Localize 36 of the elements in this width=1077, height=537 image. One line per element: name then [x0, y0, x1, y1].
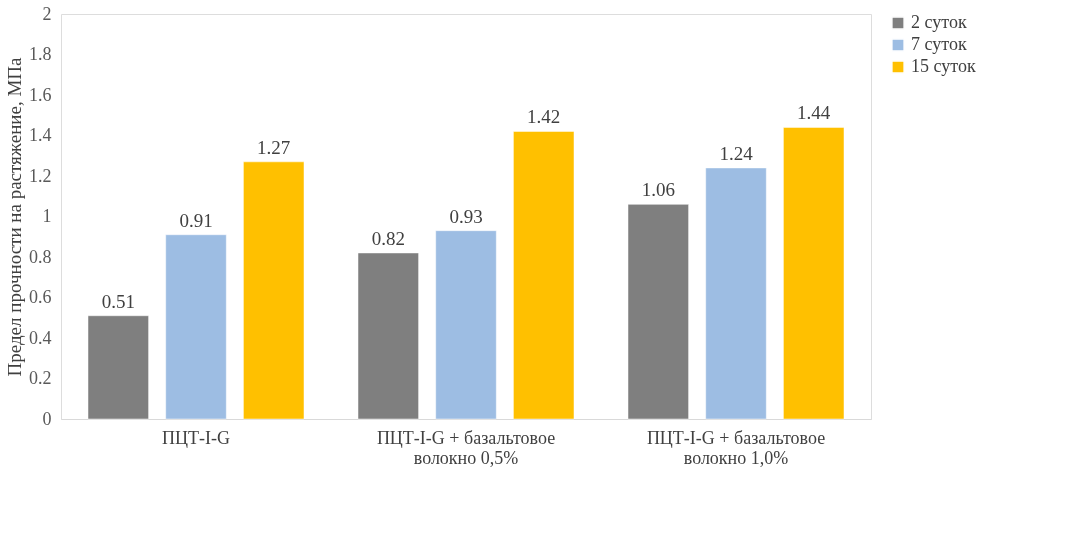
data-label: 1.24: [719, 142, 754, 164]
data-label: 1.44: [797, 102, 831, 124]
y-tick-label: 2: [42, 3, 52, 24]
y-tick-label: 1: [42, 206, 52, 226]
bar: [165, 234, 227, 420]
data-label: 0.91: [179, 209, 213, 231]
x-tick-label: ПЦТ-I-G: [162, 427, 230, 448]
data-label: 1.27: [257, 136, 291, 158]
data-label: 0.82: [371, 227, 405, 249]
bar: [513, 131, 575, 420]
x-tick-label: ПЦТ-I-G + базальтовое волокно 0,5%: [376, 427, 556, 468]
x-tick-label: ПЦТ-I-G + базальтовое волокно 1,0%: [646, 427, 826, 468]
y-tick-label: 1.2: [29, 165, 52, 186]
y-tick-label: 0.2: [29, 368, 52, 388]
data-label: 0.51: [101, 290, 135, 312]
y-tick-label: 0.4: [29, 327, 52, 348]
bar: [783, 127, 845, 420]
y-tick-label: 0.8: [29, 246, 52, 267]
y-tick-label: 1.4: [29, 125, 52, 145]
y-tick-label: 0: [42, 408, 52, 429]
y-tick-label: 1.6: [29, 84, 52, 105]
legend-label: 15 суток: [911, 56, 976, 76]
bar: [627, 204, 689, 420]
bar: [705, 167, 767, 420]
bar: [435, 230, 497, 420]
y-axis-title: Предел прочности на растяжение, МПа: [4, 56, 25, 377]
legend-label: 2 суток: [911, 12, 967, 32]
y-tick-label: 0.6: [29, 287, 52, 307]
y-tick-label: 1.8: [29, 44, 52, 64]
bar: [357, 252, 419, 420]
legend-label: 7 суток: [911, 34, 967, 54]
data-label: 1.06: [641, 179, 675, 201]
bar: [87, 315, 149, 420]
bar: [243, 161, 305, 420]
data-label: 1.42: [527, 106, 561, 128]
data-label: 0.93: [449, 205, 483, 227]
